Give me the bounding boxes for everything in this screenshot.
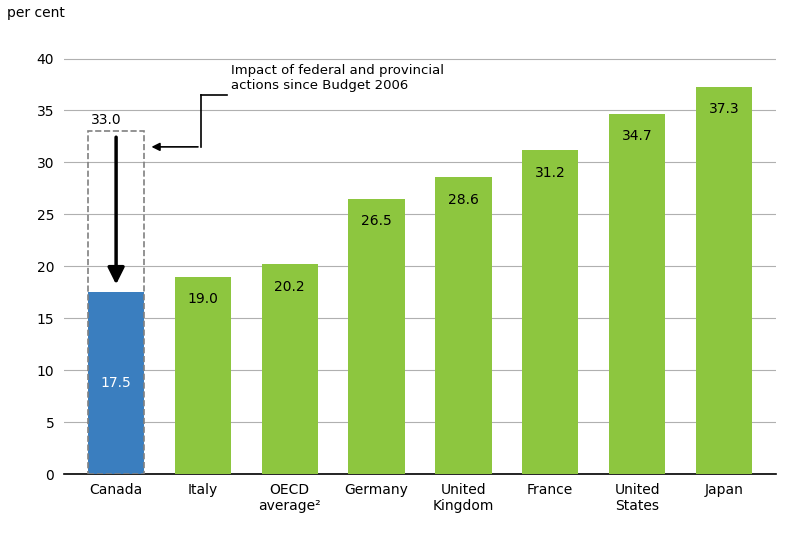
Text: 31.2: 31.2: [535, 165, 566, 179]
Text: 33.0: 33.0: [91, 113, 122, 127]
Text: 34.7: 34.7: [622, 129, 652, 143]
Text: 19.0: 19.0: [187, 292, 218, 306]
Text: 20.2: 20.2: [274, 280, 305, 294]
Bar: [174, 277, 231, 474]
Bar: [88, 292, 144, 474]
Text: Impact of federal and provincial
actions since Budget 2006: Impact of federal and provincial actions…: [231, 64, 444, 92]
Text: 17.5: 17.5: [101, 376, 131, 390]
Text: 26.5: 26.5: [362, 215, 392, 229]
Bar: [522, 150, 578, 474]
Text: 28.6: 28.6: [448, 192, 479, 206]
Bar: [696, 87, 752, 474]
Bar: [435, 177, 492, 474]
Bar: [262, 264, 318, 474]
Bar: [88, 132, 144, 474]
Bar: [348, 199, 405, 474]
Text: per cent: per cent: [7, 6, 65, 20]
Bar: [609, 114, 666, 474]
Text: 37.3: 37.3: [709, 102, 739, 116]
